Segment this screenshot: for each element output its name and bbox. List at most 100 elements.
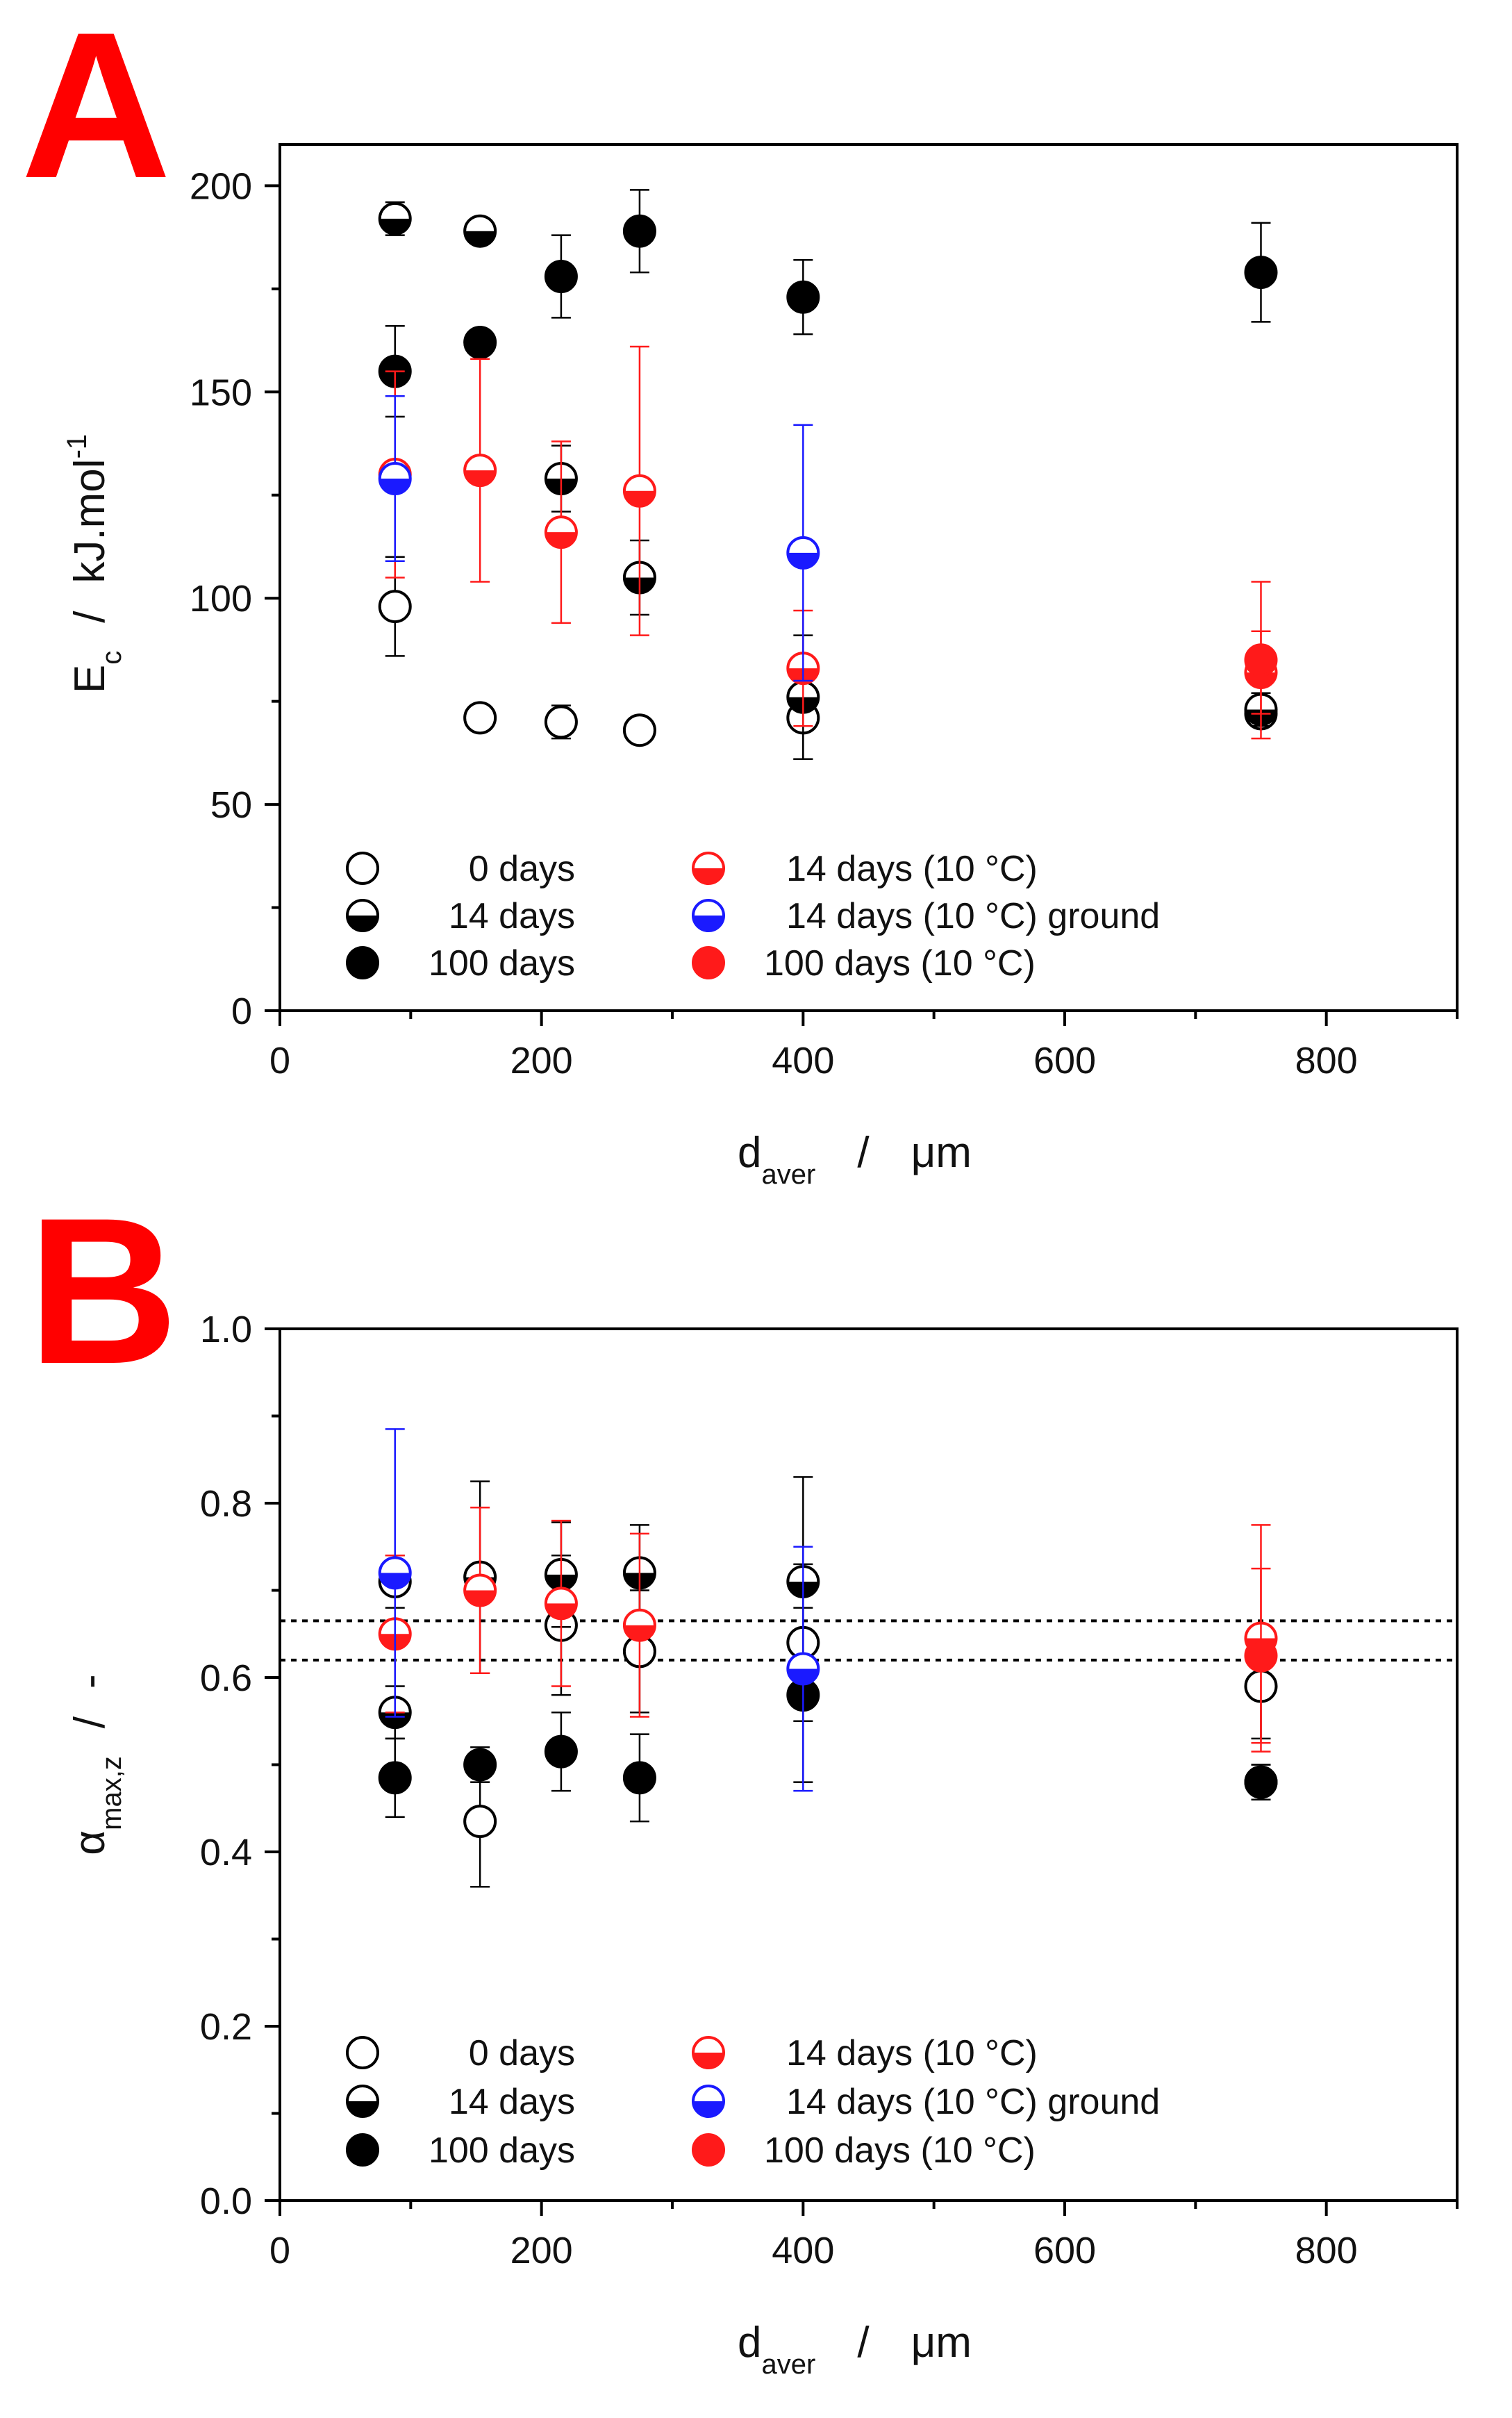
legend: 0 days 14 days 100 days 14 days (10 °C) 14 d… bbox=[346, 2033, 1160, 2171]
series-4 bbox=[378, 395, 820, 682]
data-point bbox=[544, 705, 578, 739]
data-point-circle bbox=[544, 260, 578, 294]
data-point bbox=[786, 280, 820, 314]
legend-item: 14 days bbox=[346, 2082, 575, 2122]
x-axis-title: daver / μm bbox=[738, 1129, 972, 1190]
x-tick-label: 400 bbox=[772, 2230, 834, 2271]
legend-marker-half bbox=[693, 916, 724, 931]
legend-marker-half bbox=[347, 916, 378, 931]
y-tick-label: 0 bbox=[231, 991, 252, 1032]
x-tick-label: 200 bbox=[510, 1040, 573, 1082]
y-tick-label: 0.8 bbox=[200, 1483, 252, 1525]
data-point bbox=[622, 214, 656, 248]
legend-label: 100 days (10 °C) bbox=[764, 2130, 1036, 2171]
y-axis-title-symbol: E bbox=[66, 665, 114, 693]
y-axis-title-slash: / bbox=[66, 611, 114, 623]
legend-marker bbox=[346, 852, 379, 885]
data-point-half bbox=[624, 490, 655, 506]
legend-marker bbox=[692, 852, 725, 885]
y-tick-label: 200 bbox=[190, 165, 252, 207]
data-point bbox=[622, 474, 656, 508]
data-point bbox=[1244, 643, 1278, 677]
legend-marker-circle bbox=[346, 852, 379, 885]
data-point bbox=[786, 1652, 820, 1686]
data-point bbox=[378, 590, 412, 624]
legend-marker bbox=[692, 946, 725, 979]
x-axis-title-unit: μm bbox=[911, 1129, 972, 1177]
series-5 bbox=[1244, 1567, 1278, 1744]
legend-marker-circle bbox=[346, 2133, 379, 2167]
data-point-half bbox=[379, 1573, 410, 1589]
data-point-circle bbox=[622, 713, 656, 747]
legend-item: 0 days bbox=[346, 849, 575, 889]
y-axis-title-slash: / bbox=[66, 1716, 114, 1728]
data-point-half bbox=[465, 231, 496, 247]
y-axis-title-sub: max,z bbox=[97, 1756, 127, 1830]
data-point-half bbox=[545, 1603, 576, 1619]
data-point bbox=[544, 260, 578, 294]
series-3 bbox=[378, 345, 1278, 727]
x-axis-title-sub: aver bbox=[762, 1159, 816, 1190]
data-point-circle bbox=[1244, 1765, 1278, 1799]
data-point-circle bbox=[463, 701, 497, 735]
legend-marker-circle bbox=[346, 2036, 379, 2069]
data-point bbox=[378, 1761, 412, 1795]
legend-label: 14 days (10 °C) bbox=[786, 849, 1038, 889]
data-point bbox=[463, 1805, 497, 1839]
data-point-circle bbox=[463, 1805, 497, 1839]
legend-label: 100 days (10 °C) bbox=[764, 943, 1036, 984]
y-tick-label: 50 bbox=[210, 784, 252, 826]
x-axis-title: daver / μm bbox=[738, 2319, 972, 2380]
x-axis-title-unit: μm bbox=[911, 2319, 972, 2367]
data-point-circle bbox=[1244, 643, 1278, 677]
legend-marker bbox=[346, 946, 379, 979]
legend-marker bbox=[692, 899, 725, 932]
legend-label: 14 days (10 °C) ground bbox=[786, 2082, 1160, 2122]
legend-marker bbox=[692, 2133, 725, 2167]
panel-letter: A bbox=[21, 0, 172, 222]
legend-item: 100 days bbox=[346, 943, 575, 984]
legend-marker bbox=[692, 2036, 725, 2069]
legend: 0 days 14 days 100 days 14 days (10 °C) 14 d… bbox=[346, 849, 1160, 984]
x-tick-label: 600 bbox=[1033, 2230, 1096, 2271]
legend-item: 0 days bbox=[346, 2033, 575, 2073]
data-point-half bbox=[624, 1625, 655, 1641]
data-point-circle bbox=[544, 705, 578, 739]
x-tick-label: 800 bbox=[1295, 1040, 1358, 1082]
data-point-half bbox=[788, 1668, 819, 1684]
x-axis-title-sub: aver bbox=[762, 2349, 816, 2380]
legend-marker bbox=[346, 2036, 379, 2069]
data-point-circle bbox=[1244, 256, 1278, 290]
data-point bbox=[544, 1734, 578, 1769]
series-3 bbox=[378, 1507, 1278, 1753]
series-1 bbox=[378, 1476, 1278, 1800]
data-point bbox=[786, 536, 820, 570]
data-point-circle bbox=[378, 1761, 412, 1795]
data-point bbox=[622, 713, 656, 747]
data-point bbox=[463, 214, 497, 248]
legend-label: 14 days bbox=[449, 2082, 575, 2122]
data-point bbox=[378, 461, 412, 495]
data-point bbox=[378, 1556, 412, 1590]
data-point bbox=[463, 1573, 497, 1607]
legend-label: 100 days bbox=[429, 2130, 575, 2171]
legend-marker bbox=[346, 899, 379, 932]
series-4 bbox=[378, 1428, 820, 1792]
data-point-circle bbox=[463, 326, 497, 360]
y-tick-label: 0.0 bbox=[200, 2180, 252, 2222]
data-point-circle bbox=[622, 214, 656, 248]
legend-marker-half bbox=[347, 2101, 378, 2117]
legend-label: 14 days bbox=[449, 896, 575, 936]
y-axis-title: αmax,z / - bbox=[66, 1674, 127, 1855]
data-point-circle bbox=[1244, 1639, 1278, 1673]
y-tick-label: 1.0 bbox=[200, 1309, 252, 1350]
data-point-circle bbox=[463, 1748, 497, 1782]
legend-marker-circle bbox=[346, 946, 379, 979]
legend-item: 14 days (10 °C) bbox=[692, 2033, 1038, 2073]
data-point-circle bbox=[622, 1761, 656, 1795]
data-point bbox=[1244, 1639, 1278, 1673]
data-point-half bbox=[465, 1590, 496, 1606]
data-point bbox=[463, 454, 497, 488]
legend-marker-circle bbox=[692, 946, 725, 979]
legend-item: 100 days (10 °C) bbox=[692, 2130, 1036, 2171]
